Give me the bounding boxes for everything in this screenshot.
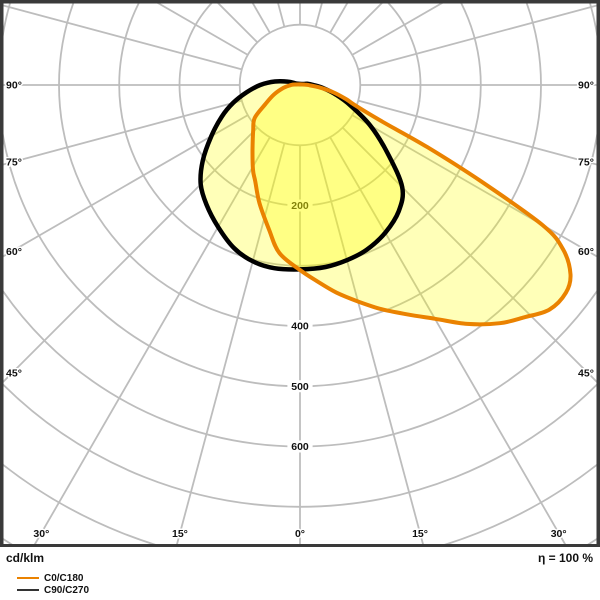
radius-label: 500 (291, 381, 309, 393)
grid-radial-line (357, 4, 597, 71)
curves (198, 78, 573, 327)
grid-radial-line (351, 114, 597, 258)
angle-label-bottom: 30° (33, 528, 49, 540)
grid-radial-line (351, 3, 444, 56)
angle-label-bottom: 30° (551, 528, 567, 540)
grid-radial-line (314, 142, 424, 544)
efficiency-value: η = 100 % (537, 551, 593, 565)
grid-radial-line (33, 136, 271, 544)
polar-plot: 200 400 500 600 90° 90° 75° 75° 60° 60° 45° 45° 30° 1… (0, 0, 600, 548)
grid-radial-line (156, 3, 249, 56)
grid-radial-line (3, 4, 243, 71)
radius-labels: 200 400 500 600 (287, 199, 313, 453)
angle-label-left: 75° (6, 157, 22, 169)
angle-label-left: 90° (6, 80, 22, 92)
c0-c180-line-swatch (17, 577, 39, 579)
curve-c0-c180 (250, 82, 573, 327)
angle-label-left: 45° (6, 368, 22, 380)
angle-label-bottom: 15° (412, 528, 428, 540)
unit-label: cd/klm (6, 551, 45, 565)
angle-label-bottom: 15° (172, 528, 188, 540)
grid-radial-line (176, 142, 286, 544)
angle-label-left: 60° (6, 246, 22, 258)
legend-label-c0-c180: C0/C180 (44, 572, 84, 584)
angle-label-bottom: 0° (295, 528, 305, 540)
legend-header: cd/klm η = 100 % (0, 547, 600, 565)
grid-radial-line (3, 126, 259, 383)
radius-label: 200 (291, 200, 309, 212)
angle-labels: 90° 90° 75° 75° 60° 60° 45° 45° 30° 15° 0° 15° 30° (5, 78, 596, 542)
radius-label-box (287, 320, 313, 332)
radius-label: 600 (291, 441, 309, 453)
angle-label-right: 90° (578, 80, 594, 92)
angle-label-right: 45° (578, 368, 594, 380)
grid-radial-line (329, 136, 567, 544)
radius-label: 400 (291, 321, 309, 333)
grid-radial-line (357, 99, 597, 166)
curve-c90-c270 (198, 78, 406, 272)
grid-radial-line (3, 114, 249, 258)
angle-label-right: 75° (578, 157, 594, 169)
plot-frame (0, 0, 600, 548)
radius-label-box (287, 199, 313, 212)
legend-item-c90-c270: C90/C270 (17, 584, 600, 596)
angle-label-right: 60° (578, 246, 594, 258)
legend-label-c90-c270: C90/C270 (44, 584, 90, 596)
curve-fill-c90-c270 (200, 81, 403, 270)
radius-label-box (287, 440, 313, 453)
legend-item-c0-c180: C0/C180 (17, 572, 600, 584)
legend: cd/klm η = 100 % C0/C180 C90/C270 (0, 547, 600, 600)
grid-radial-line (3, 99, 243, 166)
radius-label-box (287, 380, 313, 393)
c90-c270-line-swatch (17, 589, 39, 591)
